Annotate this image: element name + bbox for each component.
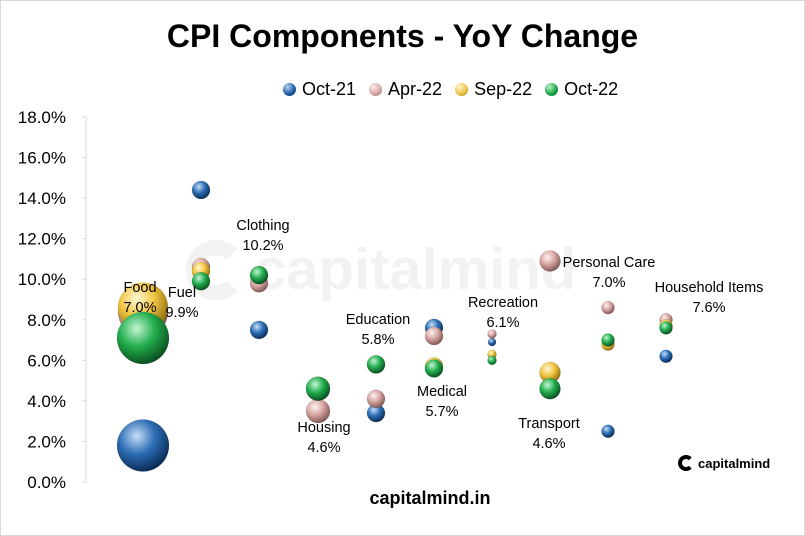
bubble-household-items-oct-21 xyxy=(659,349,673,364)
capitalmind-logo-icon xyxy=(678,455,694,471)
category-label-medical: Medical xyxy=(417,384,467,400)
value-label-clothing: 10.2% xyxy=(242,238,283,254)
category-label-personal-care: Personal Care xyxy=(563,255,656,271)
bubble-personal-care-oct-22 xyxy=(601,333,615,347)
bubble-housing-oct-22 xyxy=(305,376,331,401)
category-label-transport: Transport xyxy=(518,416,580,432)
legend-marker-apr-22 xyxy=(369,82,383,96)
category-labels-layer: Food 7.0% Fuel 9.9% Clothing 10.2% Housing 4.6%… xyxy=(123,218,763,456)
legend-marker-sep-22 xyxy=(455,82,469,96)
bubble-recreation-oct-21 xyxy=(487,337,497,347)
legend-label-sep-22: Sep-22 xyxy=(474,78,533,99)
category-label-food: Food xyxy=(123,280,156,296)
y-tick-label: 14.0% xyxy=(18,189,66,208)
category-label-recreation: Recreation xyxy=(468,295,538,311)
value-label-food: 7.0% xyxy=(123,300,156,316)
bubble-recreation-apr-22 xyxy=(487,329,497,339)
value-label-personal-care: 7.0% xyxy=(592,275,625,291)
bubble-household-items-oct-22 xyxy=(659,321,673,335)
legend: Oct-21 Apr-22 Sep-22 Oct-22 xyxy=(283,76,631,102)
legend-item-apr-22: Apr-22 xyxy=(369,79,442,100)
category-label-housing: Housing xyxy=(297,420,350,436)
category-label-clothing: Clothing xyxy=(236,218,289,234)
legend-label-oct-22: Oct-22 xyxy=(564,78,619,99)
bubble-personal-care-oct-21 xyxy=(601,424,615,439)
legend-label-apr-22: Apr-22 xyxy=(388,78,443,99)
y-tick-label: 4.0% xyxy=(27,392,66,411)
category-label-education: Education xyxy=(346,312,411,328)
bubble-medical-apr-22 xyxy=(424,326,444,346)
category-label-household-items: Household Items xyxy=(655,280,764,296)
brand-logo: capitalmind xyxy=(678,455,770,471)
value-label-household-items: 7.6% xyxy=(692,300,725,316)
y-tick-label: 10.0% xyxy=(18,270,66,289)
chart-title: CPI Components - YoY Change xyxy=(166,18,639,54)
bubble-clothing-oct-21 xyxy=(249,320,269,340)
value-label-housing: 4.6% xyxy=(307,440,340,456)
bubble-personal-care-apr-22 xyxy=(601,300,615,315)
value-label-transport: 4.6% xyxy=(532,436,565,452)
y-tick-label: 16.0% xyxy=(18,149,66,168)
bubbles-layer xyxy=(116,180,673,472)
bubble-recreation-oct-22 xyxy=(487,355,497,366)
legend-item-oct-22: Oct-22 xyxy=(545,79,618,100)
bubble-transport-oct-22 xyxy=(539,377,561,400)
value-label-medical: 5.7% xyxy=(425,404,458,420)
bubble-fuel-oct-21 xyxy=(191,180,211,200)
y-tick-label: 12.0% xyxy=(18,230,66,249)
bubble-medical-oct-22 xyxy=(424,359,444,378)
legend-marker-oct-21 xyxy=(283,82,296,96)
y-tick-label: 18.0% xyxy=(18,108,66,127)
bubble-education-oct-22 xyxy=(366,355,386,374)
value-label-recreation: 6.1% xyxy=(486,315,519,331)
y-tick-label: 2.0% xyxy=(27,432,66,451)
value-label-fuel: 9.9% xyxy=(165,305,198,321)
chart-footer: capitalmind.in xyxy=(369,488,491,508)
y-axis-ticks: 0.0% 2.0% 4.0% 6.0% 8.0% 10.0% 12.0% 14.0% 16.0%… xyxy=(18,108,86,492)
y-tick-label: 8.0% xyxy=(27,311,66,330)
category-label-fuel: Fuel xyxy=(168,285,196,301)
bubble-food-oct-21 xyxy=(116,419,170,472)
bubble-transport-apr-22 xyxy=(539,250,561,272)
y-tick-label: 6.0% xyxy=(27,351,66,370)
legend-marker-oct-22 xyxy=(545,82,559,96)
legend-label-oct-21: Oct-21 xyxy=(302,78,357,99)
bubble-education-apr-22 xyxy=(366,389,386,409)
bubble-food-oct-22 xyxy=(116,311,170,365)
brand-logo-text: capitalmind xyxy=(698,455,771,471)
value-label-education: 5.8% xyxy=(361,332,394,348)
legend-item-sep-22: Sep-22 xyxy=(455,79,532,100)
y-tick-label: 0.0% xyxy=(27,473,66,492)
bubble-fuel-oct-22 xyxy=(191,272,211,291)
bubble-clothing-oct-22 xyxy=(249,265,269,285)
legend-item-oct-21: Oct-21 xyxy=(283,79,356,100)
